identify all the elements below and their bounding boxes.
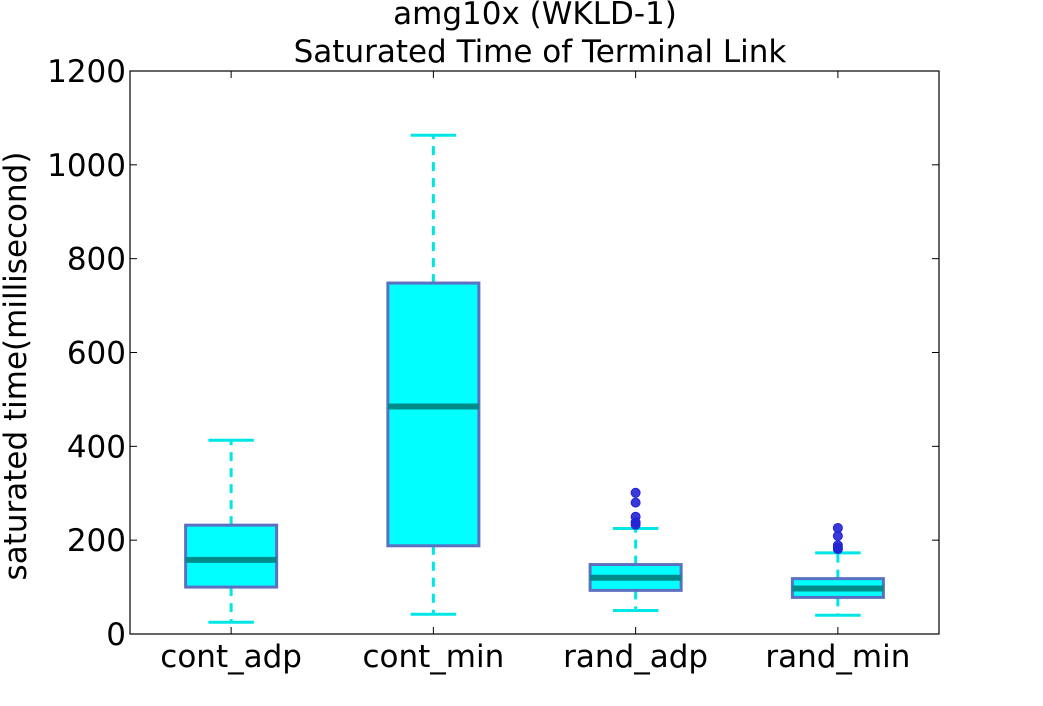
y-tick-label: 400 (67, 429, 126, 465)
chart-title: amg10x (WKLD-1) (393, 0, 677, 32)
y-tick-label: 1200 (47, 54, 126, 90)
plot-area: 0 200 400 600 800 1000 1200 cont_adp cont_min ran… (47, 54, 939, 675)
outlier-point (630, 511, 641, 522)
y-tick-label: 1000 (47, 148, 126, 184)
outlier-point (630, 487, 641, 498)
y-tick-label: 800 (67, 242, 126, 278)
y-tick-label: 600 (67, 336, 126, 372)
x-tick-label: rand_min (765, 639, 910, 675)
y-axis-label: saturated time(millisecond) (0, 152, 34, 581)
x-tick-label: rand_adp (563, 639, 708, 675)
outlier-point (832, 522, 843, 533)
plot-frame (129, 70, 940, 635)
box-iqr (386, 281, 481, 548)
y-tick-label: 0 (106, 617, 126, 653)
box-iqr (184, 523, 279, 589)
outlier-point (832, 540, 843, 551)
outlier-point (630, 497, 641, 508)
x-tick-label: cont_adp (160, 639, 302, 675)
x-tick-label: cont_min (362, 639, 504, 675)
chart-subtitle: Saturated Time of Terminal Link (294, 34, 787, 70)
y-tick-label: 200 (67, 523, 126, 559)
